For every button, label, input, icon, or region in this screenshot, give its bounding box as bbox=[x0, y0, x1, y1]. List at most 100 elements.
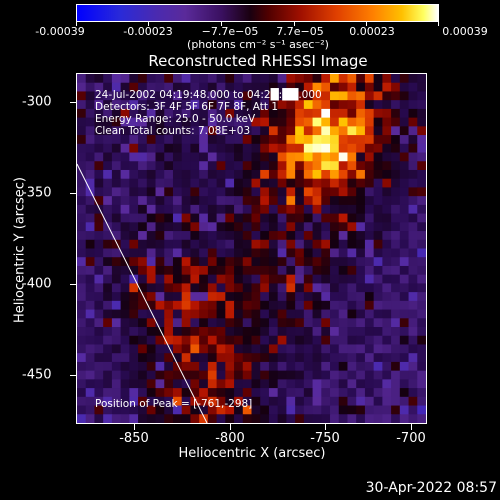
heatmap-cell bbox=[330, 108, 340, 119]
colorbar-tick bbox=[221, 22, 222, 26]
heatmap-cell bbox=[391, 344, 401, 354]
heatmap-cell bbox=[146, 187, 157, 197]
heatmap-cell bbox=[303, 265, 314, 276]
heatmap-cell bbox=[111, 265, 122, 276]
heatmap-cell bbox=[111, 100, 122, 110]
x-tick-label: -800 bbox=[215, 431, 245, 446]
heatmap-cell bbox=[242, 213, 253, 223]
heatmap-cell bbox=[268, 231, 279, 241]
heatmap-cell bbox=[417, 74, 426, 84]
heatmap-cell bbox=[103, 361, 113, 372]
heatmap-cell bbox=[207, 309, 218, 319]
heatmap-cell bbox=[312, 283, 322, 293]
heatmap-cell bbox=[321, 213, 331, 223]
heatmap-cell bbox=[321, 283, 331, 293]
heatmap-cell bbox=[303, 283, 314, 293]
heatmap-cell bbox=[338, 178, 349, 189]
heatmap-cell bbox=[347, 396, 357, 407]
heatmap-cell bbox=[338, 388, 349, 398]
heatmap-cell bbox=[399, 169, 410, 180]
heatmap-cell bbox=[172, 117, 183, 127]
heatmap-cell bbox=[172, 335, 183, 346]
heatmap-cell bbox=[330, 152, 340, 162]
heatmap-cell bbox=[356, 327, 366, 337]
colorbar-label: −7.7e−05 bbox=[201, 25, 259, 38]
heatmap-cell bbox=[356, 152, 366, 162]
heatmap-cell bbox=[347, 178, 357, 189]
heatmap-cell bbox=[120, 257, 130, 267]
heatmap-cell bbox=[172, 169, 183, 180]
heatmap-cell bbox=[408, 318, 418, 328]
heatmap-cell bbox=[321, 222, 331, 232]
heatmap-cell bbox=[225, 152, 235, 162]
heatmap-cell bbox=[103, 196, 113, 206]
heatmap-cell bbox=[234, 414, 244, 423]
heatmap-cell bbox=[303, 318, 314, 328]
heatmap-cell bbox=[268, 292, 279, 302]
heatmap-cell bbox=[364, 204, 375, 215]
heatmap-cell bbox=[277, 161, 287, 171]
heatmap-cell bbox=[347, 169, 357, 180]
heatmap-cell bbox=[146, 292, 157, 302]
heatmap-cell bbox=[164, 187, 174, 197]
heatmap-cell bbox=[207, 135, 218, 145]
heatmap-cell bbox=[103, 335, 113, 346]
heatmap-cell bbox=[155, 231, 165, 241]
heatmap-cell bbox=[103, 318, 113, 328]
heatmap-cell bbox=[181, 283, 192, 293]
heatmap-cell bbox=[417, 265, 426, 276]
heatmap-cell bbox=[321, 196, 331, 206]
heatmap-cell bbox=[356, 405, 366, 415]
heatmap-cell bbox=[251, 213, 261, 223]
heatmap-cell bbox=[382, 82, 392, 93]
heatmap-cell bbox=[242, 187, 253, 197]
heatmap-cell bbox=[286, 231, 296, 241]
heatmap-cell bbox=[251, 265, 261, 276]
heatmap-cell bbox=[268, 204, 279, 215]
heatmap-cell bbox=[103, 126, 113, 136]
heatmap-cell bbox=[207, 187, 218, 197]
heatmap-cell bbox=[216, 318, 226, 328]
heatmap-cell bbox=[312, 169, 322, 180]
heatmap-cell bbox=[207, 248, 218, 258]
heatmap-cell bbox=[373, 100, 383, 110]
heatmap-cell bbox=[373, 108, 383, 119]
heatmap-cell bbox=[181, 178, 192, 189]
heatmap-cell bbox=[321, 231, 331, 241]
heatmap-cell bbox=[321, 353, 331, 363]
heatmap-cell bbox=[234, 135, 244, 145]
heatmap-cell bbox=[286, 274, 296, 284]
heatmap-cell bbox=[260, 213, 270, 223]
heatmap-cell bbox=[277, 74, 287, 84]
heatmap-cell bbox=[129, 370, 139, 380]
heatmap-cell bbox=[190, 152, 200, 162]
heatmap-cell bbox=[356, 82, 366, 93]
heatmap-cell bbox=[138, 292, 148, 302]
heatmap-cell bbox=[268, 353, 279, 363]
heatmap-cell bbox=[172, 265, 183, 276]
heatmap-cell bbox=[364, 126, 375, 136]
heatmap-cell bbox=[199, 405, 209, 415]
heatmap-cell bbox=[172, 353, 183, 363]
heatmap-cell bbox=[260, 126, 270, 136]
heatmap-cell bbox=[172, 283, 183, 293]
heatmap-cell bbox=[111, 361, 122, 372]
heatmap-cell bbox=[120, 309, 130, 319]
heatmap-cell bbox=[303, 126, 314, 136]
heatmap-cell bbox=[155, 82, 165, 93]
heatmap-cell bbox=[85, 196, 96, 206]
heatmap-cell bbox=[295, 231, 305, 241]
heatmap-cell bbox=[295, 204, 305, 215]
heatmap-cell bbox=[382, 388, 392, 398]
heatmap-cell bbox=[207, 327, 218, 337]
heatmap-cell bbox=[190, 292, 200, 302]
heatmap-cell bbox=[330, 292, 340, 302]
heatmap-cell bbox=[138, 91, 148, 101]
heatmap-cell bbox=[268, 187, 279, 197]
heatmap-cell bbox=[399, 231, 410, 241]
heatmap-cell bbox=[364, 91, 375, 101]
heatmap-cell bbox=[164, 292, 174, 302]
heatmap-cell bbox=[111, 405, 122, 415]
heatmap-cell bbox=[216, 414, 226, 423]
heatmap-cell bbox=[77, 161, 87, 171]
